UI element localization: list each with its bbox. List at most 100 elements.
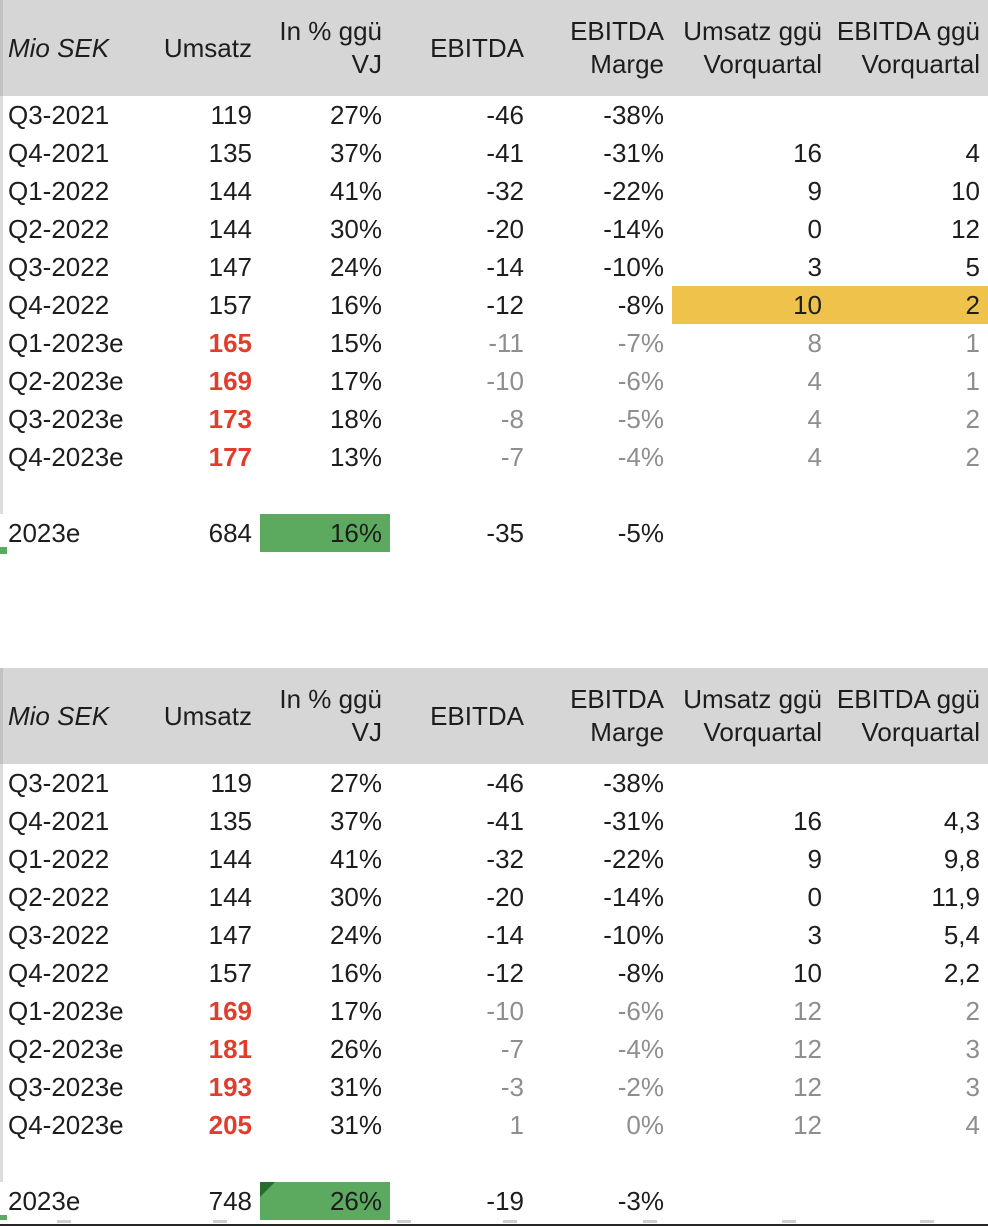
ebitda-qoq-cell[interactable]: 5	[830, 248, 988, 286]
ebitda-marge-cell[interactable]: -8%	[532, 954, 672, 992]
mio-sek-cell[interactable]: 2023e	[0, 1182, 150, 1220]
umsatz-qoq-cell[interactable]: 4	[672, 438, 830, 476]
ebitda-cell[interactable]: -7	[390, 1030, 532, 1068]
ebitda-qoq-cell[interactable]	[830, 96, 988, 134]
ebitda-cell[interactable]: -14	[390, 248, 532, 286]
ebitda-marge-cell[interactable]: -10%	[532, 248, 672, 286]
umsatz-qoq-cell[interactable]	[672, 764, 830, 802]
mio-sek-cell[interactable]: Q4-2022	[0, 954, 150, 992]
pct-vj-cell[interactable]: 31%	[260, 1068, 390, 1106]
ebitda-qoq-cell[interactable]	[830, 764, 988, 802]
umsatz-cell[interactable]: 169	[150, 362, 260, 400]
column-header-ebitda-qoq[interactable]: EBITDA ggü Vorquartal	[830, 683, 988, 749]
ebitda-qoq-cell[interactable]: 4	[830, 1106, 988, 1144]
ebitda-cell[interactable]: -46	[390, 764, 532, 802]
ebitda-marge-cell[interactable]: -31%	[532, 134, 672, 172]
ebitda-qoq-cell[interactable]: 4	[830, 134, 988, 172]
umsatz-cell[interactable]: 144	[150, 210, 260, 248]
ebitda-marge-cell[interactable]: -5%	[532, 400, 672, 438]
ebitda-qoq-cell[interactable]: 1	[830, 362, 988, 400]
mio-sek-cell[interactable]: Q2-2022	[0, 210, 150, 248]
ebitda-marge-cell[interactable]: -38%	[532, 764, 672, 802]
column-header-mio-sek[interactable]: Mio SEK	[0, 700, 150, 733]
mio-sek-cell[interactable]: Q2-2023e	[0, 1030, 150, 1068]
umsatz-cell[interactable]: 119	[150, 96, 260, 134]
ebitda-qoq-cell[interactable]: 1	[830, 324, 988, 362]
column-header-pct-vj[interactable]: In % ggü VJ	[260, 15, 390, 81]
ebitda-marge-cell[interactable]: -4%	[532, 438, 672, 476]
ebitda-qoq-cell[interactable]: 2,2	[830, 954, 988, 992]
umsatz-cell[interactable]: 157	[150, 954, 260, 992]
umsatz-cell[interactable]: 144	[150, 840, 260, 878]
pct-vj-cell[interactable]: 16%	[260, 514, 390, 552]
column-header-ebitda-marge[interactable]: EBITDA Marge	[532, 683, 672, 749]
umsatz-cell[interactable]: 135	[150, 134, 260, 172]
ebitda-cell[interactable]: -20	[390, 210, 532, 248]
pct-vj-cell[interactable]: 24%	[260, 916, 390, 954]
mio-sek-cell[interactable]: Q3-2021	[0, 96, 150, 134]
ebitda-marge-cell[interactable]: -6%	[532, 992, 672, 1030]
ebitda-cell[interactable]: -11	[390, 324, 532, 362]
pct-vj-cell[interactable]: 37%	[260, 134, 390, 172]
mio-sek-cell[interactable]: Q2-2022	[0, 878, 150, 916]
umsatz-qoq-cell[interactable]: 4	[672, 400, 830, 438]
ebitda-cell[interactable]: -41	[390, 802, 532, 840]
pct-vj-cell[interactable]: 16%	[260, 286, 390, 324]
ebitda-qoq-cell[interactable]: 12	[830, 210, 988, 248]
pct-vj-cell[interactable]: 13%	[260, 438, 390, 476]
ebitda-qoq-cell[interactable]: 2	[830, 286, 988, 324]
umsatz-qoq-cell[interactable]: 4	[672, 362, 830, 400]
mio-sek-cell[interactable]: Q1-2022	[0, 172, 150, 210]
umsatz-qoq-cell[interactable]: 12	[672, 1106, 830, 1144]
mio-sek-cell[interactable]: Q1-2022	[0, 840, 150, 878]
pct-vj-cell[interactable]: 26%	[260, 1182, 390, 1220]
pct-vj-cell[interactable]: 27%	[260, 96, 390, 134]
ebitda-marge-cell[interactable]: -4%	[532, 1030, 672, 1068]
column-header-ebitda[interactable]: EBITDA	[390, 32, 532, 65]
ebitda-cell[interactable]: -8	[390, 400, 532, 438]
ebitda-marge-cell[interactable]: -6%	[532, 362, 672, 400]
column-header-ebitda[interactable]: EBITDA	[390, 700, 532, 733]
umsatz-qoq-cell[interactable]: 12	[672, 992, 830, 1030]
umsatz-cell[interactable]: 165	[150, 324, 260, 362]
column-header-ebitda-marge[interactable]: EBITDA Marge	[532, 15, 672, 81]
umsatz-qoq-cell[interactable]	[672, 1182, 830, 1220]
umsatz-qoq-cell[interactable]: 16	[672, 134, 830, 172]
umsatz-qoq-cell[interactable]: 12	[672, 1068, 830, 1106]
umsatz-cell[interactable]: 169	[150, 992, 260, 1030]
umsatz-qoq-cell[interactable]: 16	[672, 802, 830, 840]
umsatz-cell[interactable]: 135	[150, 802, 260, 840]
mio-sek-cell[interactable]: Q3-2023e	[0, 400, 150, 438]
umsatz-qoq-cell[interactable]: 9	[672, 172, 830, 210]
umsatz-cell[interactable]: 181	[150, 1030, 260, 1068]
umsatz-cell[interactable]: 147	[150, 916, 260, 954]
umsatz-qoq-cell[interactable]	[672, 96, 830, 134]
umsatz-qoq-cell[interactable]: 10	[672, 286, 830, 324]
umsatz-cell[interactable]: 144	[150, 172, 260, 210]
umsatz-cell[interactable]: 144	[150, 878, 260, 916]
ebitda-qoq-cell[interactable]: 2	[830, 400, 988, 438]
ebitda-qoq-cell[interactable]: 3	[830, 1068, 988, 1106]
ebitda-qoq-cell[interactable]: 2	[830, 992, 988, 1030]
mio-sek-cell[interactable]: 2023e	[0, 514, 150, 552]
column-header-umsatz[interactable]: Umsatz	[150, 32, 260, 65]
ebitda-cell[interactable]: -10	[390, 362, 532, 400]
umsatz-qoq-cell[interactable]: 8	[672, 324, 830, 362]
ebitda-cell[interactable]: -20	[390, 878, 532, 916]
column-header-pct-vj[interactable]: In % ggü VJ	[260, 683, 390, 749]
mio-sek-cell[interactable]: Q4-2023e	[0, 1106, 150, 1144]
pct-vj-cell[interactable]: 17%	[260, 992, 390, 1030]
ebitda-marge-cell[interactable]: -22%	[532, 172, 672, 210]
mio-sek-cell[interactable]: Q3-2023e	[0, 1068, 150, 1106]
ebitda-cell[interactable]: -3	[390, 1068, 532, 1106]
pct-vj-cell[interactable]: 37%	[260, 802, 390, 840]
mio-sek-cell[interactable]: Q3-2022	[0, 916, 150, 954]
ebitda-marge-cell[interactable]: -38%	[532, 96, 672, 134]
ebitda-cell[interactable]: -35	[390, 514, 532, 552]
mio-sek-cell[interactable]: Q3-2021	[0, 764, 150, 802]
ebitda-qoq-cell[interactable]: 9,8	[830, 840, 988, 878]
ebitda-cell[interactable]: 1	[390, 1106, 532, 1144]
pct-vj-cell[interactable]: 41%	[260, 840, 390, 878]
umsatz-qoq-cell[interactable]: 9	[672, 840, 830, 878]
ebitda-marge-cell[interactable]: -14%	[532, 210, 672, 248]
